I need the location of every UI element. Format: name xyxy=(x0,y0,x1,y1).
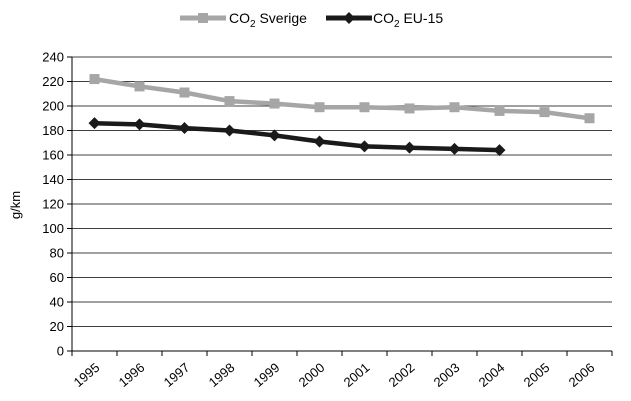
point-sverige-1996 xyxy=(134,81,145,92)
point-sverige-1997 xyxy=(179,87,190,98)
y-tick-label-60: 60 xyxy=(50,270,64,285)
x-axis-ticks: 1995 1996 1997 1998 1999 2000 2001 2002 2003 2004… xyxy=(71,351,613,390)
x-tick-label-1999: 1999 xyxy=(251,360,283,390)
legend-marker-sverige xyxy=(198,13,208,23)
x-tick-label-2002: 2002 xyxy=(386,360,418,390)
point-sverige-2004 xyxy=(494,105,505,116)
point-sverige-1995 xyxy=(89,74,100,85)
series-layer xyxy=(88,74,595,157)
y-axis-ticks: 0 20 40 60 80 100 120 140 160 180 200 220 240 xyxy=(42,50,72,359)
y-tick-label-220: 220 xyxy=(42,74,64,89)
y-tick-label-160: 160 xyxy=(42,148,64,163)
y-tick-label-240: 240 xyxy=(42,50,64,65)
legend-item-eu15: CO2 EU-15 xyxy=(326,10,443,30)
point-eu-15-2001 xyxy=(358,140,371,153)
point-eu-15-2003 xyxy=(448,142,461,155)
y-tick-label-120: 120 xyxy=(42,197,64,212)
point-sverige-2000 xyxy=(314,102,325,113)
x-tick-label-1997: 1997 xyxy=(161,360,193,390)
x-tick-label-1995: 1995 xyxy=(71,360,103,390)
series-line-sverige xyxy=(94,76,590,121)
point-eu-15-2000 xyxy=(313,135,326,148)
y-tick-label-100: 100 xyxy=(42,221,64,236)
y-tick-label-180: 180 xyxy=(42,123,64,138)
x-tick-label-2005: 2005 xyxy=(521,360,553,390)
point-sverige-2001 xyxy=(359,102,370,113)
point-eu-15-2002 xyxy=(403,141,416,154)
series-sverige xyxy=(89,74,595,124)
series-eu-15 xyxy=(88,117,506,157)
x-tick-label-2003: 2003 xyxy=(431,360,463,390)
gridlines xyxy=(72,56,612,327)
y-tick-label-80: 80 xyxy=(50,246,64,261)
legend-label-sverige: CO2 Sverige xyxy=(229,10,307,30)
legend-marker-eu15 xyxy=(343,12,355,24)
y-tick-label-20: 20 xyxy=(50,319,64,334)
x-tick-label-2004: 2004 xyxy=(476,360,508,390)
point-eu-15-2004 xyxy=(493,144,506,157)
series-line-eu-15 xyxy=(94,120,500,153)
x-tick-label-2001: 2001 xyxy=(341,360,373,390)
point-sverige-2006 xyxy=(584,113,595,124)
point-eu-15-1997 xyxy=(178,122,191,135)
y-tick-label-0: 0 xyxy=(57,344,64,359)
point-sverige-2005 xyxy=(539,107,550,118)
legend: CO2 Sverige CO2 EU-15 xyxy=(180,10,443,30)
point-sverige-2002 xyxy=(404,103,415,114)
y-tick-label-140: 140 xyxy=(42,172,64,187)
x-tick-label-2000: 2000 xyxy=(296,360,328,390)
y-tick-label-200: 200 xyxy=(42,99,64,114)
point-eu-15-1998 xyxy=(223,124,236,137)
y-axis-title: g/km xyxy=(8,191,23,219)
point-sverige-1998 xyxy=(224,96,235,107)
x-tick-label-1996: 1996 xyxy=(116,360,148,390)
point-sverige-1999 xyxy=(269,98,280,109)
point-eu-15-1995 xyxy=(88,117,101,130)
legend-label-eu15: CO2 EU-15 xyxy=(373,10,443,30)
point-eu-15-1996 xyxy=(133,118,146,131)
legend-item-sverige: CO2 Sverige xyxy=(180,10,307,30)
point-eu-15-1999 xyxy=(268,129,281,142)
x-tick-label-1998: 1998 xyxy=(206,360,238,390)
x-tick-label-2006: 2006 xyxy=(566,360,598,390)
axes xyxy=(71,57,612,352)
y-tick-label-40: 40 xyxy=(50,295,64,310)
point-sverige-2003 xyxy=(449,102,460,113)
